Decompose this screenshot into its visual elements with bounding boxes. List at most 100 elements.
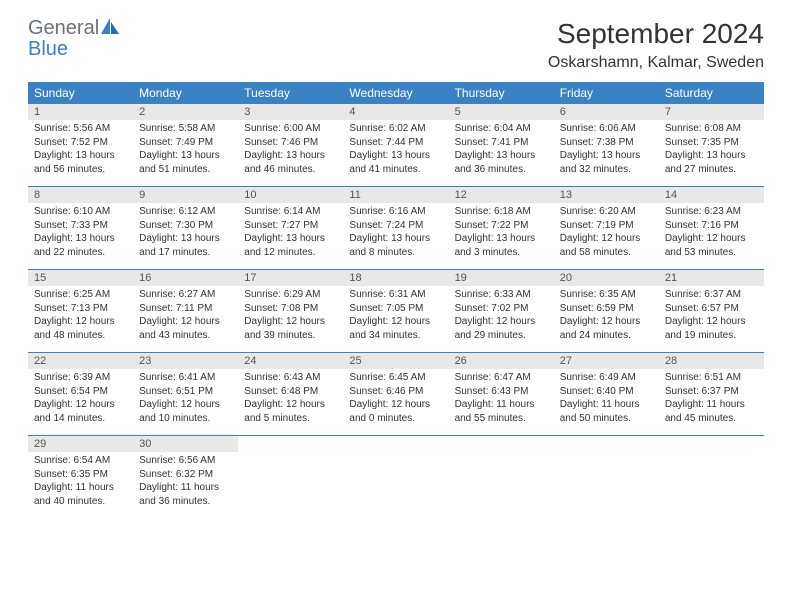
day-body: Sunrise: 6:14 AMSunset: 7:27 PMDaylight:… bbox=[238, 203, 343, 263]
weekday-label: Sunday bbox=[28, 82, 133, 104]
day-cell: 12Sunrise: 6:18 AMSunset: 7:22 PMDayligh… bbox=[449, 187, 554, 269]
daylight-text: Daylight: 12 hours and 0 minutes. bbox=[349, 398, 442, 425]
sunrise-text: Sunrise: 6:31 AM bbox=[349, 288, 442, 302]
sunrise-text: Sunrise: 6:39 AM bbox=[34, 371, 127, 385]
week-row: 8Sunrise: 6:10 AMSunset: 7:33 PMDaylight… bbox=[28, 187, 764, 270]
day-number: 5 bbox=[449, 104, 554, 120]
sunset-text: Sunset: 6:32 PM bbox=[139, 468, 232, 482]
weekday-label: Saturday bbox=[659, 82, 764, 104]
day-cell: 16Sunrise: 6:27 AMSunset: 7:11 PMDayligh… bbox=[133, 270, 238, 352]
sunrise-text: Sunrise: 6:29 AM bbox=[244, 288, 337, 302]
day-number: 26 bbox=[449, 353, 554, 369]
sunrise-text: Sunrise: 5:58 AM bbox=[139, 122, 232, 136]
day-cell: 29Sunrise: 6:54 AMSunset: 6:35 PMDayligh… bbox=[28, 436, 133, 518]
sunset-text: Sunset: 6:51 PM bbox=[139, 385, 232, 399]
sunset-text: Sunset: 7:33 PM bbox=[34, 219, 127, 233]
daylight-text: Daylight: 13 hours and 51 minutes. bbox=[139, 149, 232, 176]
daylight-text: Daylight: 13 hours and 17 minutes. bbox=[139, 232, 232, 259]
sunrise-text: Sunrise: 6:25 AM bbox=[34, 288, 127, 302]
day-body: Sunrise: 6:56 AMSunset: 6:32 PMDaylight:… bbox=[133, 452, 238, 512]
day-cell: 2Sunrise: 5:58 AMSunset: 7:49 PMDaylight… bbox=[133, 104, 238, 186]
day-cell: 14Sunrise: 6:23 AMSunset: 7:16 PMDayligh… bbox=[659, 187, 764, 269]
day-cell: 8Sunrise: 6:10 AMSunset: 7:33 PMDaylight… bbox=[28, 187, 133, 269]
day-number: 27 bbox=[554, 353, 659, 369]
day-number: 24 bbox=[238, 353, 343, 369]
sunrise-text: Sunrise: 6:12 AM bbox=[139, 205, 232, 219]
day-number: 20 bbox=[554, 270, 659, 286]
sunrise-text: Sunrise: 6:00 AM bbox=[244, 122, 337, 136]
day-body: Sunrise: 6:18 AMSunset: 7:22 PMDaylight:… bbox=[449, 203, 554, 263]
daylight-text: Daylight: 13 hours and 41 minutes. bbox=[349, 149, 442, 176]
day-body: Sunrise: 6:43 AMSunset: 6:48 PMDaylight:… bbox=[238, 369, 343, 429]
day-cell: 23Sunrise: 6:41 AMSunset: 6:51 PMDayligh… bbox=[133, 353, 238, 435]
day-cell: 25Sunrise: 6:45 AMSunset: 6:46 PMDayligh… bbox=[343, 353, 448, 435]
day-cell: 15Sunrise: 6:25 AMSunset: 7:13 PMDayligh… bbox=[28, 270, 133, 352]
daylight-text: Daylight: 12 hours and 5 minutes. bbox=[244, 398, 337, 425]
sunset-text: Sunset: 7:16 PM bbox=[665, 219, 758, 233]
day-body: Sunrise: 6:20 AMSunset: 7:19 PMDaylight:… bbox=[554, 203, 659, 263]
day-number: 1 bbox=[28, 104, 133, 120]
day-cell: 7Sunrise: 6:08 AMSunset: 7:35 PMDaylight… bbox=[659, 104, 764, 186]
sunset-text: Sunset: 7:52 PM bbox=[34, 136, 127, 150]
daylight-text: Daylight: 12 hours and 43 minutes. bbox=[139, 315, 232, 342]
day-body: Sunrise: 6:51 AMSunset: 6:37 PMDaylight:… bbox=[659, 369, 764, 429]
day-body: Sunrise: 6:41 AMSunset: 6:51 PMDaylight:… bbox=[133, 369, 238, 429]
day-body: Sunrise: 6:12 AMSunset: 7:30 PMDaylight:… bbox=[133, 203, 238, 263]
weekday-label: Monday bbox=[133, 82, 238, 104]
day-number: 9 bbox=[133, 187, 238, 203]
weekday-label: Friday bbox=[554, 82, 659, 104]
day-body: Sunrise: 6:23 AMSunset: 7:16 PMDaylight:… bbox=[659, 203, 764, 263]
sunrise-text: Sunrise: 6:51 AM bbox=[665, 371, 758, 385]
sunrise-text: Sunrise: 6:20 AM bbox=[560, 205, 653, 219]
page-header: General Blue September 2024 Oskarshamn, … bbox=[28, 18, 764, 72]
day-body: Sunrise: 6:29 AMSunset: 7:08 PMDaylight:… bbox=[238, 286, 343, 346]
day-body: Sunrise: 5:56 AMSunset: 7:52 PMDaylight:… bbox=[28, 120, 133, 180]
day-number: 13 bbox=[554, 187, 659, 203]
day-number: 6 bbox=[554, 104, 659, 120]
day-number: 11 bbox=[343, 187, 448, 203]
daylight-text: Daylight: 12 hours and 10 minutes. bbox=[139, 398, 232, 425]
day-number: 10 bbox=[238, 187, 343, 203]
day-cell: 19Sunrise: 6:33 AMSunset: 7:02 PMDayligh… bbox=[449, 270, 554, 352]
sunset-text: Sunset: 6:43 PM bbox=[455, 385, 548, 399]
sunset-text: Sunset: 7:05 PM bbox=[349, 302, 442, 316]
sunset-text: Sunset: 7:46 PM bbox=[244, 136, 337, 150]
daylight-text: Daylight: 13 hours and 3 minutes. bbox=[455, 232, 548, 259]
day-body: Sunrise: 6:06 AMSunset: 7:38 PMDaylight:… bbox=[554, 120, 659, 180]
daylight-text: Daylight: 13 hours and 32 minutes. bbox=[560, 149, 653, 176]
week-row: 15Sunrise: 6:25 AMSunset: 7:13 PMDayligh… bbox=[28, 270, 764, 353]
empty-cell bbox=[343, 436, 448, 518]
day-cell: 9Sunrise: 6:12 AMSunset: 7:30 PMDaylight… bbox=[133, 187, 238, 269]
day-cell: 4Sunrise: 6:02 AMSunset: 7:44 PMDaylight… bbox=[343, 104, 448, 186]
sunrise-text: Sunrise: 6:41 AM bbox=[139, 371, 232, 385]
day-cell: 17Sunrise: 6:29 AMSunset: 7:08 PMDayligh… bbox=[238, 270, 343, 352]
empty-cell bbox=[449, 436, 554, 518]
day-body: Sunrise: 6:16 AMSunset: 7:24 PMDaylight:… bbox=[343, 203, 448, 263]
sunset-text: Sunset: 6:48 PM bbox=[244, 385, 337, 399]
sunrise-text: Sunrise: 6:56 AM bbox=[139, 454, 232, 468]
title-block: September 2024 Oskarshamn, Kalmar, Swede… bbox=[548, 18, 764, 72]
day-number: 16 bbox=[133, 270, 238, 286]
sunrise-text: Sunrise: 6:04 AM bbox=[455, 122, 548, 136]
sunrise-text: Sunrise: 6:45 AM bbox=[349, 371, 442, 385]
day-body: Sunrise: 6:08 AMSunset: 7:35 PMDaylight:… bbox=[659, 120, 764, 180]
day-cell: 18Sunrise: 6:31 AMSunset: 7:05 PMDayligh… bbox=[343, 270, 448, 352]
daylight-text: Daylight: 12 hours and 29 minutes. bbox=[455, 315, 548, 342]
day-cell: 6Sunrise: 6:06 AMSunset: 7:38 PMDaylight… bbox=[554, 104, 659, 186]
sunset-text: Sunset: 6:35 PM bbox=[34, 468, 127, 482]
sunset-text: Sunset: 7:19 PM bbox=[560, 219, 653, 233]
sunrise-text: Sunrise: 6:16 AM bbox=[349, 205, 442, 219]
day-body: Sunrise: 6:47 AMSunset: 6:43 PMDaylight:… bbox=[449, 369, 554, 429]
day-cell: 28Sunrise: 6:51 AMSunset: 6:37 PMDayligh… bbox=[659, 353, 764, 435]
day-number: 15 bbox=[28, 270, 133, 286]
day-cell: 22Sunrise: 6:39 AMSunset: 6:54 PMDayligh… bbox=[28, 353, 133, 435]
weekday-label: Tuesday bbox=[238, 82, 343, 104]
daylight-text: Daylight: 13 hours and 22 minutes. bbox=[34, 232, 127, 259]
sunrise-text: Sunrise: 6:14 AM bbox=[244, 205, 337, 219]
brand-logo: General Blue bbox=[28, 18, 119, 60]
day-number: 30 bbox=[133, 436, 238, 452]
week-row: 29Sunrise: 6:54 AMSunset: 6:35 PMDayligh… bbox=[28, 436, 764, 518]
daylight-text: Daylight: 11 hours and 50 minutes. bbox=[560, 398, 653, 425]
day-number: 7 bbox=[659, 104, 764, 120]
sunrise-text: Sunrise: 6:49 AM bbox=[560, 371, 653, 385]
